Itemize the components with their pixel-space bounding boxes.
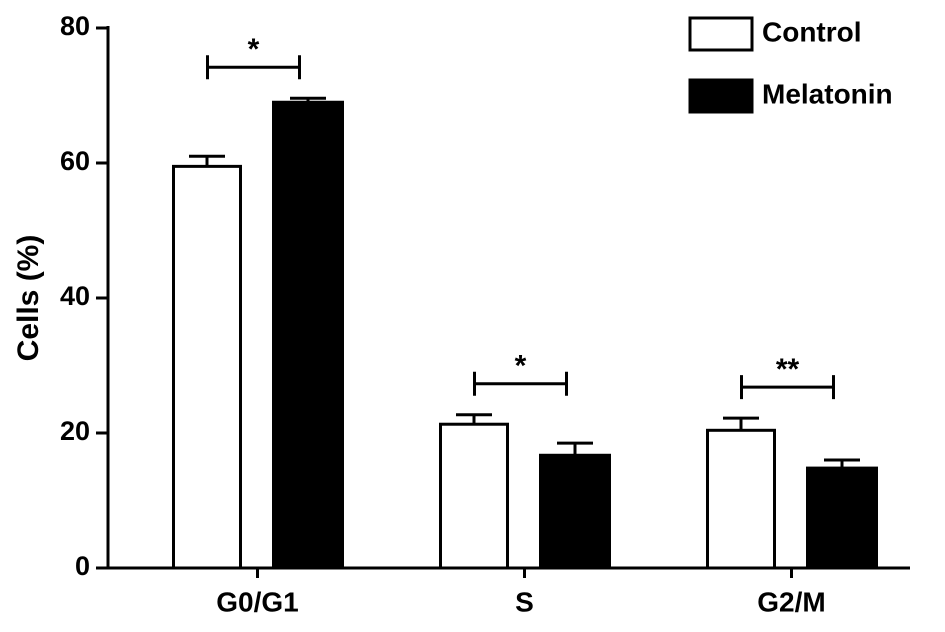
legend-swatch <box>688 16 754 52</box>
legend-swatch <box>688 78 754 114</box>
y-tick-label: 20 <box>60 416 90 446</box>
bar <box>706 428 776 570</box>
significance-bracket <box>206 55 301 80</box>
bar <box>272 100 344 570</box>
bar <box>539 453 611 570</box>
x-tick-label: G0/G1 <box>216 586 298 617</box>
legend-label: Melatonin <box>762 78 893 109</box>
y-axis-label: Cells (%) <box>12 235 45 362</box>
significance-bracket <box>740 375 835 400</box>
y-tick-label: 0 <box>75 551 90 581</box>
significance-bracket <box>473 371 568 396</box>
y-tick-label: 40 <box>60 281 90 311</box>
significance-label: * <box>248 33 260 66</box>
significance-label: ** <box>776 353 800 386</box>
bar <box>172 164 242 570</box>
bar <box>806 466 878 570</box>
legend-label: Control <box>762 16 862 47</box>
bar <box>439 422 509 570</box>
y-tick-label: 80 <box>60 11 90 41</box>
y-tick-label: 60 <box>60 146 90 176</box>
significance-label: * <box>515 350 527 383</box>
x-tick-label: S <box>515 586 534 617</box>
x-tick-label: G2/M <box>757 586 825 617</box>
